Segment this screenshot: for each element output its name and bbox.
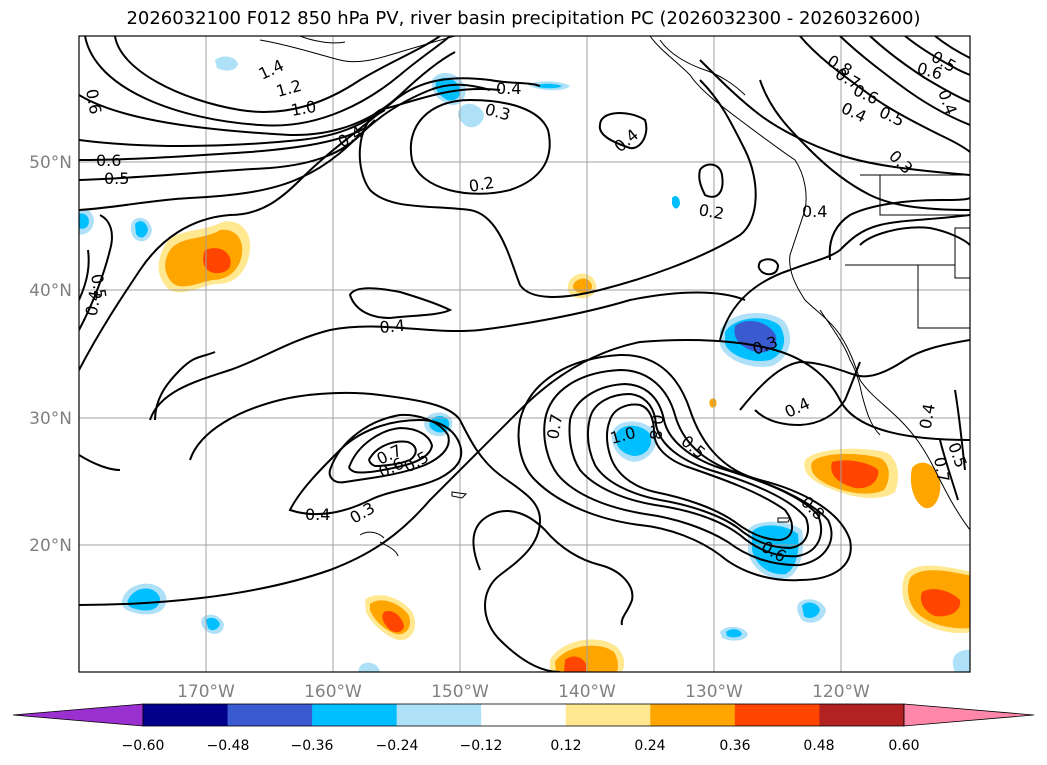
lon-label: 150°W bbox=[431, 682, 489, 702]
contour-label: 0.4 bbox=[305, 505, 330, 524]
colorbar-segment bbox=[481, 704, 567, 726]
pv-contours bbox=[79, 36, 970, 672]
colorbar-segment bbox=[227, 704, 313, 726]
colorbar-segment bbox=[565, 704, 651, 726]
negative-anomaly-area bbox=[726, 629, 742, 638]
colorbar-extend-max bbox=[903, 703, 1034, 727]
contour-label: 1.0 bbox=[289, 97, 317, 120]
lat-label: 20°N bbox=[29, 536, 72, 556]
lon-label: 170°W bbox=[177, 682, 235, 702]
lat-label: 40°N bbox=[29, 281, 72, 301]
negative-anomaly-area bbox=[802, 602, 820, 618]
contour-label: 0.6 bbox=[82, 87, 105, 115]
colorbar-segments bbox=[12, 703, 1034, 727]
contour-label: 0.2 bbox=[697, 200, 725, 223]
colorbar-segment bbox=[396, 704, 482, 726]
colorbar-segment bbox=[312, 704, 398, 726]
map-background bbox=[79, 36, 970, 672]
positive-anomaly-area bbox=[920, 589, 961, 617]
contour-label: 0.6 bbox=[96, 151, 121, 170]
negative-anomaly-area bbox=[535, 83, 562, 89]
latitude-axis: 50°N 40°N 30°N 20°N bbox=[29, 153, 72, 556]
negative-anomaly-area bbox=[952, 649, 970, 672]
precip-anomaly-fills bbox=[79, 56, 970, 672]
negative-anomaly-area bbox=[79, 213, 89, 229]
lon-label: 140°W bbox=[558, 682, 616, 702]
negative-anomaly-area bbox=[206, 617, 220, 631]
colorbar-tick-label: 0.24 bbox=[634, 738, 665, 754]
contour-label: 0.4 bbox=[916, 402, 939, 430]
contour-label: 0.8 bbox=[646, 414, 667, 441]
lat-label: 50°N bbox=[29, 153, 72, 173]
contour-label: 0.7 bbox=[543, 412, 566, 440]
negative-anomaly-area bbox=[215, 56, 238, 71]
contour-label: 0.4 bbox=[379, 316, 406, 337]
positive-anomaly-area bbox=[382, 610, 404, 633]
colorbar-tick-label: −0.36 bbox=[291, 738, 334, 754]
negative-anomaly-area bbox=[358, 662, 380, 672]
map-title: 2026032100 F012 850 hPa PV, river basin … bbox=[126, 8, 921, 29]
contour-label: 0.4 bbox=[82, 289, 105, 317]
colorbar-frame bbox=[142, 703, 905, 727]
colorbar-segment bbox=[819, 704, 905, 726]
colorbar-extend-min bbox=[12, 703, 144, 727]
contour-label: 0.7 bbox=[930, 455, 953, 483]
negative-anomaly-area bbox=[458, 103, 484, 128]
negative-anomaly-area bbox=[127, 588, 160, 611]
positive-anomaly-area bbox=[203, 248, 231, 274]
colorbar-tick-label: 0.12 bbox=[550, 738, 581, 754]
lon-label: 120°W bbox=[812, 682, 870, 702]
colorbar-tick-label: −0.12 bbox=[460, 738, 503, 754]
colorbar-ticks: −0.60 −0.48 −0.36 −0.24 −0.12 0.12 0.24 … bbox=[122, 738, 920, 754]
contour-labels: 0.6 1.4 1.2 1.0 0.4 0.3 0.6 0.5 0.4 0.2 … bbox=[82, 47, 970, 566]
positive-anomaly-area bbox=[910, 462, 941, 509]
colorbar-segment bbox=[650, 704, 736, 726]
positive-anomaly-area bbox=[831, 460, 879, 489]
negative-anomaly-area bbox=[135, 221, 148, 238]
longitude-axis: 170°W 160°W 150°W 140°W 130°W 120°W bbox=[177, 682, 870, 702]
positive-anomaly-area bbox=[564, 656, 586, 672]
colorbar-tick-label: 0.36 bbox=[719, 738, 750, 754]
lat-label: 30°N bbox=[29, 409, 72, 429]
colorbar-tick-label: −0.60 bbox=[122, 738, 165, 754]
positive-anomaly-area bbox=[709, 398, 717, 408]
map-content: 0.6 1.4 1.2 1.0 0.4 0.3 0.6 0.5 0.4 0.2 … bbox=[79, 36, 970, 672]
lon-label: 130°W bbox=[685, 682, 743, 702]
lon-label: 160°W bbox=[304, 682, 362, 702]
negative-anomaly-area bbox=[615, 425, 652, 456]
colorbar-tick-label: −0.48 bbox=[207, 738, 250, 754]
colorbar-tick-label: 0.60 bbox=[888, 738, 919, 754]
colorbar-segment bbox=[734, 704, 820, 726]
contour-label: 0.4 bbox=[802, 202, 827, 221]
coastlines bbox=[259, 36, 970, 557]
colorbar: −0.60 −0.48 −0.36 −0.24 −0.12 0.12 0.24 … bbox=[12, 703, 1034, 754]
contour-label: 0.5 bbox=[104, 169, 129, 188]
colorbar-tick-label: −0.24 bbox=[376, 738, 419, 754]
contour-label: 0.2 bbox=[467, 173, 495, 196]
contour-label: 0.5 bbox=[87, 272, 110, 300]
contour-label: 0.4 bbox=[496, 79, 521, 98]
negative-anomaly-area bbox=[435, 77, 461, 101]
negative-anomaly-area bbox=[672, 196, 680, 209]
colorbar-tick-label: 0.48 bbox=[803, 738, 834, 754]
colorbar-segment bbox=[143, 704, 229, 726]
map-frame bbox=[78, 35, 971, 673]
